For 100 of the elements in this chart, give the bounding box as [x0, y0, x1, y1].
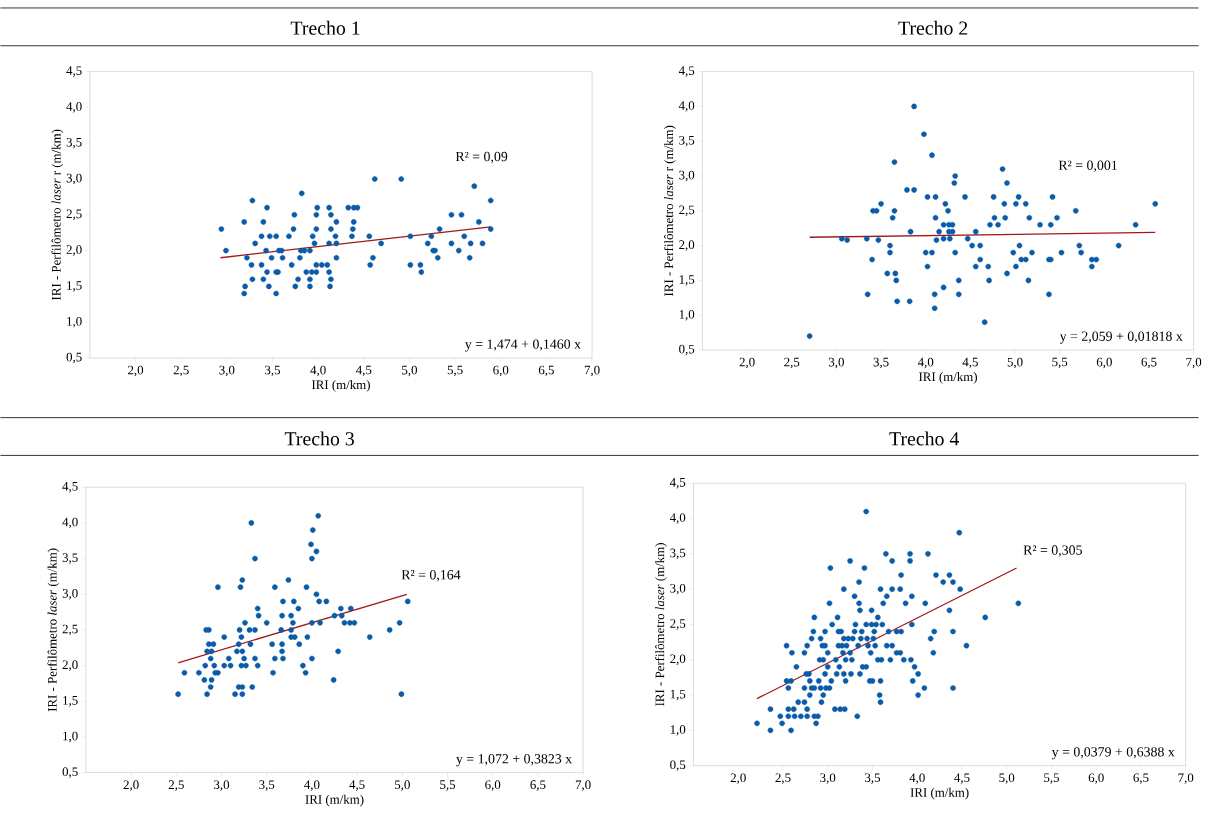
y-tick-label: 3,5 — [66, 137, 82, 149]
y-tick-label: 2,0 — [670, 654, 686, 665]
x-tick-label: 7,0 — [575, 780, 591, 791]
y-tick-label: 1,0 — [670, 724, 686, 736]
annotation: R² = 0,305 — [1023, 545, 1082, 557]
y-tick-label: 0,5 — [66, 352, 82, 364]
x-tick-label: 5,0 — [402, 365, 418, 377]
x-tick-label: 7,0 — [1186, 357, 1202, 369]
x-tick-label: 3,5 — [873, 357, 889, 369]
x-tick-label: 5,5 — [1044, 773, 1060, 784]
y-tick-label: 2,5 — [679, 205, 695, 216]
x-tick-label: 7,0 — [584, 365, 600, 377]
x-tick-label: 3,0 — [828, 357, 844, 369]
y-tick-label: 1,5 — [67, 281, 82, 292]
x-tick-label: 5,5 — [447, 365, 463, 376]
y-tick-label: 1,5 — [670, 689, 686, 701]
x-tick-label: 3,5 — [865, 773, 881, 784]
y-tick-label: 4,5 — [678, 66, 695, 77]
y-tick-label: 3,0 — [66, 173, 82, 185]
chart-title: Trecho 3 — [284, 431, 354, 446]
y-tick-label: 0,5 — [670, 760, 686, 771]
x-tick-label: 3,0 — [820, 773, 836, 784]
y-tick-label: 1,0 — [67, 316, 82, 328]
x-tick-label: 4,0 — [909, 773, 925, 784]
y-tick-label: 2,0 — [62, 660, 78, 671]
x-tick-label: 5,0 — [999, 773, 1015, 784]
y-tick-label: 2,5 — [62, 624, 78, 636]
x-tick-label: 6,5 — [1133, 773, 1149, 784]
x-tick-label: 6,5 — [1141, 357, 1157, 369]
x-tick-label: 2,5 — [168, 780, 184, 791]
x-tick-label: 2,0 — [739, 357, 755, 369]
x-tick-label: 6,0 — [493, 365, 509, 377]
x-axis-title: IRI (m/km) — [311, 379, 370, 392]
annotation: y = 0,0379 + 0,6388 x — [1051, 747, 1175, 760]
x-tick-label: 7,0 — [1178, 773, 1194, 784]
y-tick-label: 3,5 — [679, 135, 695, 147]
x-tick-label: 5,5 — [440, 780, 456, 791]
x-axis-title: IRI (m/km) — [910, 787, 969, 800]
y-tick-label: 0,5 — [679, 344, 695, 356]
y-tick-label: 2,5 — [670, 619, 686, 630]
x-tick-label: 2,5 — [173, 365, 189, 377]
y-tick-label: 3,0 — [670, 583, 686, 595]
x-tick-label: 3,0 — [219, 365, 235, 377]
chart-title: Trecho 2 — [898, 20, 968, 35]
y-tick-label: 3,0 — [679, 170, 695, 182]
x-tick-label: 6,0 — [485, 780, 501, 791]
y-tick-label: 0,5 — [62, 767, 78, 778]
x-tick-label: 2,0 — [128, 365, 144, 377]
x-axis-title: IRI (m/km) — [305, 794, 364, 807]
y-tick-label: 3,0 — [62, 588, 78, 600]
x-axis-title: IRI (m/km) — [919, 371, 977, 384]
y-axis-title: IRI - Perfilômetro laser r (m/km) — [51, 129, 64, 300]
y-tick-label: 1,5 — [63, 695, 78, 707]
y-tick-label: 3,5 — [670, 548, 686, 560]
x-tick-label: 5,5 — [1052, 357, 1068, 369]
y-tick-label: 2,5 — [66, 209, 82, 220]
chart-title: Trecho 1 — [290, 20, 360, 35]
y-axis-title: IRI - Perfilômetro laser (m/km) — [655, 542, 667, 706]
x-tick-label: 4,5 — [954, 773, 970, 784]
annotation: y = 1,072 + 0,3823 x — [456, 753, 572, 767]
x-tick-label: 2,5 — [775, 773, 791, 784]
x-tick-label: 4,0 — [304, 780, 320, 791]
y-axis-title: IRI - Perfilômetro laser (m/km) — [47, 548, 60, 712]
x-tick-label: 6,5 — [530, 780, 546, 791]
annotation: y = 1,474 + 0,1460 x — [465, 339, 581, 352]
y-tick-label: 4,5 — [66, 66, 82, 77]
y-tick-label: 4,5 — [62, 481, 78, 493]
x-tick-label: 5,0 — [395, 780, 410, 791]
x-tick-label: 4,0 — [917, 357, 934, 369]
x-tick-label: 2,5 — [784, 357, 800, 369]
y-tick-label: 2,0 — [679, 240, 695, 251]
x-tick-label: 4,5 — [349, 780, 365, 791]
y-tick-label: 4,0 — [66, 102, 82, 113]
y-tick-label: 4,0 — [669, 513, 686, 524]
x-tick-label: 3,0 — [214, 780, 230, 791]
chart-title: Trecho 4 — [889, 431, 959, 446]
annotation: R² = 0,09 — [455, 151, 508, 164]
y-tick-label: 1,0 — [679, 309, 695, 321]
y-tick-label: 4,0 — [62, 517, 78, 529]
x-tick-label: 3,5 — [265, 365, 281, 377]
x-tick-label: 2,0 — [123, 780, 139, 791]
x-tick-label: 6,5 — [538, 365, 554, 377]
y-tick-label: 4,5 — [669, 477, 686, 489]
x-tick-label: 4,5 — [962, 357, 978, 369]
y-tick-label: 4,0 — [678, 101, 695, 112]
y-tick-label: 2,0 — [66, 245, 82, 256]
y-tick-label: 1,0 — [63, 731, 78, 743]
y-axis-title: IRI - Perfilômetro laser r (m/km) — [663, 125, 676, 296]
x-tick-label: 5,0 — [1007, 357, 1023, 369]
x-tick-label: 6,0 — [1088, 773, 1104, 784]
y-tick-label: 1,5 — [679, 275, 695, 286]
x-tick-label: 4,0 — [310, 365, 326, 377]
x-tick-label: 3,5 — [259, 780, 275, 791]
y-tick-label: 3,5 — [62, 553, 78, 564]
annotation: y = 2,059 + 0,01818 x — [1059, 331, 1183, 344]
x-tick-label: 2,0 — [730, 773, 746, 784]
annotation: R² = 0,164 — [401, 569, 461, 582]
x-tick-label: 6,0 — [1096, 357, 1112, 369]
x-tick-label: 4,5 — [356, 365, 372, 377]
annotation: R² = 0,001 — [1058, 160, 1117, 172]
